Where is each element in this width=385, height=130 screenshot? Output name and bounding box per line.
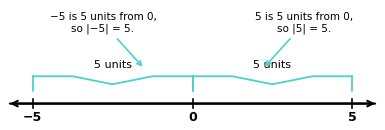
Text: 5: 5: [348, 111, 357, 124]
Text: 0: 0: [188, 111, 197, 124]
Text: 5 is 5 units from 0,
so |5| = 5.: 5 is 5 units from 0, so |5| = 5.: [255, 12, 353, 65]
Text: 5 units: 5 units: [253, 60, 291, 70]
Text: −5 is 5 units from 0,
so |−5| = 5.: −5 is 5 units from 0, so |−5| = 5.: [50, 12, 156, 65]
Text: 5 units: 5 units: [94, 60, 132, 70]
Text: −5: −5: [23, 111, 42, 124]
